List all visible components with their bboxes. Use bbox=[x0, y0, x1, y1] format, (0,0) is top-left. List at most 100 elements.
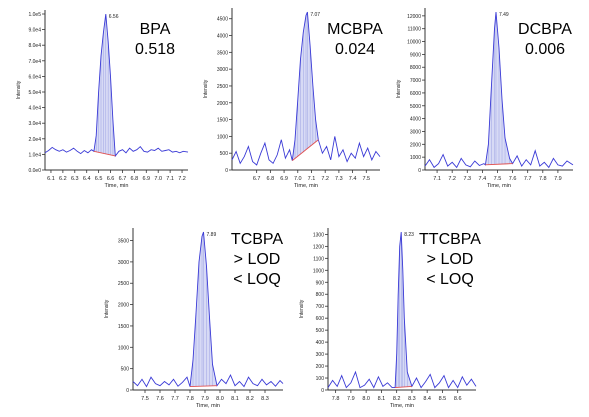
value-label: 0.006 bbox=[524, 41, 566, 58]
y-tick-label: 1300 bbox=[313, 232, 324, 238]
x-tick-label: 6.8 bbox=[131, 176, 139, 182]
y-tick-label: 8000 bbox=[410, 65, 421, 71]
x-tick-label: 7.3 bbox=[335, 176, 343, 182]
x-tick-label: 7.3 bbox=[463, 176, 471, 182]
integration-baseline bbox=[292, 139, 319, 161]
x-tick-label: 7.0 bbox=[154, 176, 162, 182]
signal-trace bbox=[132, 231, 284, 388]
y-tick-label: 700 bbox=[316, 304, 325, 310]
x-tick-label: 6.1 bbox=[47, 176, 55, 182]
x-tick-label: 6.2 bbox=[59, 176, 67, 182]
x-tick-label: 8.1 bbox=[378, 396, 386, 402]
chart-panel-tcbpa: 0 500 1000 1500 2000 2500 3000 3500 7.5 7.6 7.7 7.8… bbox=[103, 218, 291, 413]
compound-label: MCBPA bbox=[327, 21, 383, 38]
x-tick-label: 6.7 bbox=[253, 176, 261, 182]
annotation-dcbpa: DCBPA 0.006 bbox=[510, 20, 580, 60]
y-tick-label: 8.0e4 bbox=[28, 43, 41, 49]
x-tick-label: 8.1 bbox=[231, 396, 239, 402]
y-tick-label: 1.0e5 bbox=[28, 12, 41, 18]
y-tick-label: 2000 bbox=[217, 101, 228, 107]
x-tick-label: 6.6 bbox=[107, 176, 115, 182]
annotation-mcbpa: MCBPA 0.024 bbox=[320, 20, 390, 60]
y-tick-label: 6000 bbox=[410, 91, 421, 97]
x-tick-label: 7.5 bbox=[141, 396, 149, 402]
annotation-tcbpa: TCBPA > LOD < LOQ bbox=[222, 230, 292, 290]
y-tick-label: 4000 bbox=[410, 117, 421, 123]
y-tick-label: 3.0e4 bbox=[28, 121, 41, 127]
y-tick-label: 900 bbox=[316, 280, 325, 286]
y-tick-label: 4000 bbox=[217, 34, 228, 40]
integration-baseline bbox=[189, 385, 218, 388]
y-tick-label: 100 bbox=[316, 376, 325, 382]
signal-trace bbox=[424, 11, 574, 169]
chromatogram-svg: 0 500 1000 1500 2000 2500 3000 3500 4000 4500 6.7 6… bbox=[203, 8, 381, 189]
integration-baseline bbox=[485, 163, 513, 166]
x-tick-label: 7.6 bbox=[156, 396, 164, 402]
chart-panel-bpa: 0.0e0 1.0e4 2.0e4 3.0e4 4.0e4 5.0e4 6.0e4 7.0e4… bbox=[0, 0, 195, 190]
peak-rt-label: 7.89 bbox=[207, 232, 217, 238]
chart-panel-dcbpa: 0 1000 2000 3000 4000 5000 6000 7000 8000 9000 100… bbox=[393, 0, 583, 190]
y-tick-label: 1100 bbox=[313, 256, 324, 262]
peak-area bbox=[292, 12, 319, 161]
x-axis-label: Time, min bbox=[105, 183, 129, 189]
y-tick-label: 0 bbox=[418, 168, 421, 174]
x-tick-label: 7.7 bbox=[524, 176, 532, 182]
condition-lod: > LOD bbox=[233, 251, 281, 268]
x-tick-label: 8.0 bbox=[362, 396, 370, 402]
x-tick-label: 7.1 bbox=[166, 176, 174, 182]
y-tick-label: 800 bbox=[316, 292, 325, 298]
integration-baseline bbox=[93, 150, 116, 157]
peak-rt-label: 8.23 bbox=[404, 232, 414, 238]
y-tick-label: 2.0e4 bbox=[28, 137, 41, 143]
x-tick-label: 7.7 bbox=[171, 396, 179, 402]
x-tick-label: 7.8 bbox=[186, 396, 194, 402]
x-tick-label: 7.9 bbox=[554, 176, 562, 182]
x-tick-label: 7.5 bbox=[362, 176, 370, 182]
x-tick-label: 7.4 bbox=[479, 176, 487, 182]
y-tick-label: 1000 bbox=[217, 134, 228, 140]
y-axis-label: Intensity bbox=[299, 299, 305, 318]
y-tick-label: 3000 bbox=[217, 67, 228, 73]
y-tick-label: 2000 bbox=[118, 303, 129, 309]
x-tick-label: 7.8 bbox=[332, 396, 340, 402]
y-tick-label: 10000 bbox=[407, 40, 421, 46]
x-tick-label: 8.3 bbox=[261, 396, 269, 402]
y-tick-label: 9000 bbox=[410, 52, 421, 58]
x-tick-label: 7.8 bbox=[539, 176, 547, 182]
x-tick-label: 7.2 bbox=[448, 176, 456, 182]
y-tick-label: 7000 bbox=[410, 78, 421, 84]
condition-loq: < LOQ bbox=[426, 271, 474, 288]
x-tick-label: 7.6 bbox=[509, 176, 517, 182]
y-tick-label: 3500 bbox=[217, 50, 228, 56]
peak-rt-label: 7.07 bbox=[310, 12, 320, 18]
y-tick-label: 1000 bbox=[118, 345, 129, 351]
y-axis-label: Intensity bbox=[396, 79, 402, 98]
x-tick-label: 6.4 bbox=[83, 176, 91, 182]
peak-rt-label: 6.56 bbox=[109, 14, 119, 20]
y-tick-label: 600 bbox=[316, 316, 325, 322]
y-tick-label: 0 bbox=[321, 388, 324, 394]
y-tick-label: 200 bbox=[316, 364, 325, 370]
x-axis-label: Time, min bbox=[294, 183, 318, 189]
chromatogram-svg: 0.0e0 1.0e4 2.0e4 3.0e4 4.0e4 5.0e4 6.0e4 7.0e4… bbox=[16, 10, 189, 189]
x-axis-label: Time, min bbox=[196, 403, 220, 409]
x-tick-label: 6.9 bbox=[142, 176, 150, 182]
y-tick-label: 500 bbox=[121, 367, 130, 373]
annotation-bpa: BPA 0.518 bbox=[125, 20, 185, 60]
peak-rt-label: 7.49 bbox=[499, 12, 509, 18]
y-tick-label: 1500 bbox=[118, 324, 129, 330]
y-tick-label: 300 bbox=[316, 352, 325, 358]
integration-baseline bbox=[395, 385, 412, 389]
y-tick-label: 500 bbox=[316, 328, 325, 334]
y-tick-label: 500 bbox=[220, 151, 229, 157]
x-tick-label: 8.0 bbox=[216, 396, 224, 402]
x-tick-label: 7.2 bbox=[178, 176, 186, 182]
value-label: 0.518 bbox=[134, 41, 176, 58]
chromatogram-svg: 0 1000 2000 3000 4000 5000 6000 7000 8000 9000 100… bbox=[396, 8, 574, 189]
y-tick-label: 5000 bbox=[410, 104, 421, 110]
x-tick-label: 8.5 bbox=[439, 396, 447, 402]
x-tick-label: 8.2 bbox=[393, 396, 401, 402]
y-tick-label: 2500 bbox=[217, 84, 228, 90]
x-tick-label: 6.8 bbox=[267, 176, 275, 182]
y-tick-label: 2000 bbox=[410, 142, 421, 148]
